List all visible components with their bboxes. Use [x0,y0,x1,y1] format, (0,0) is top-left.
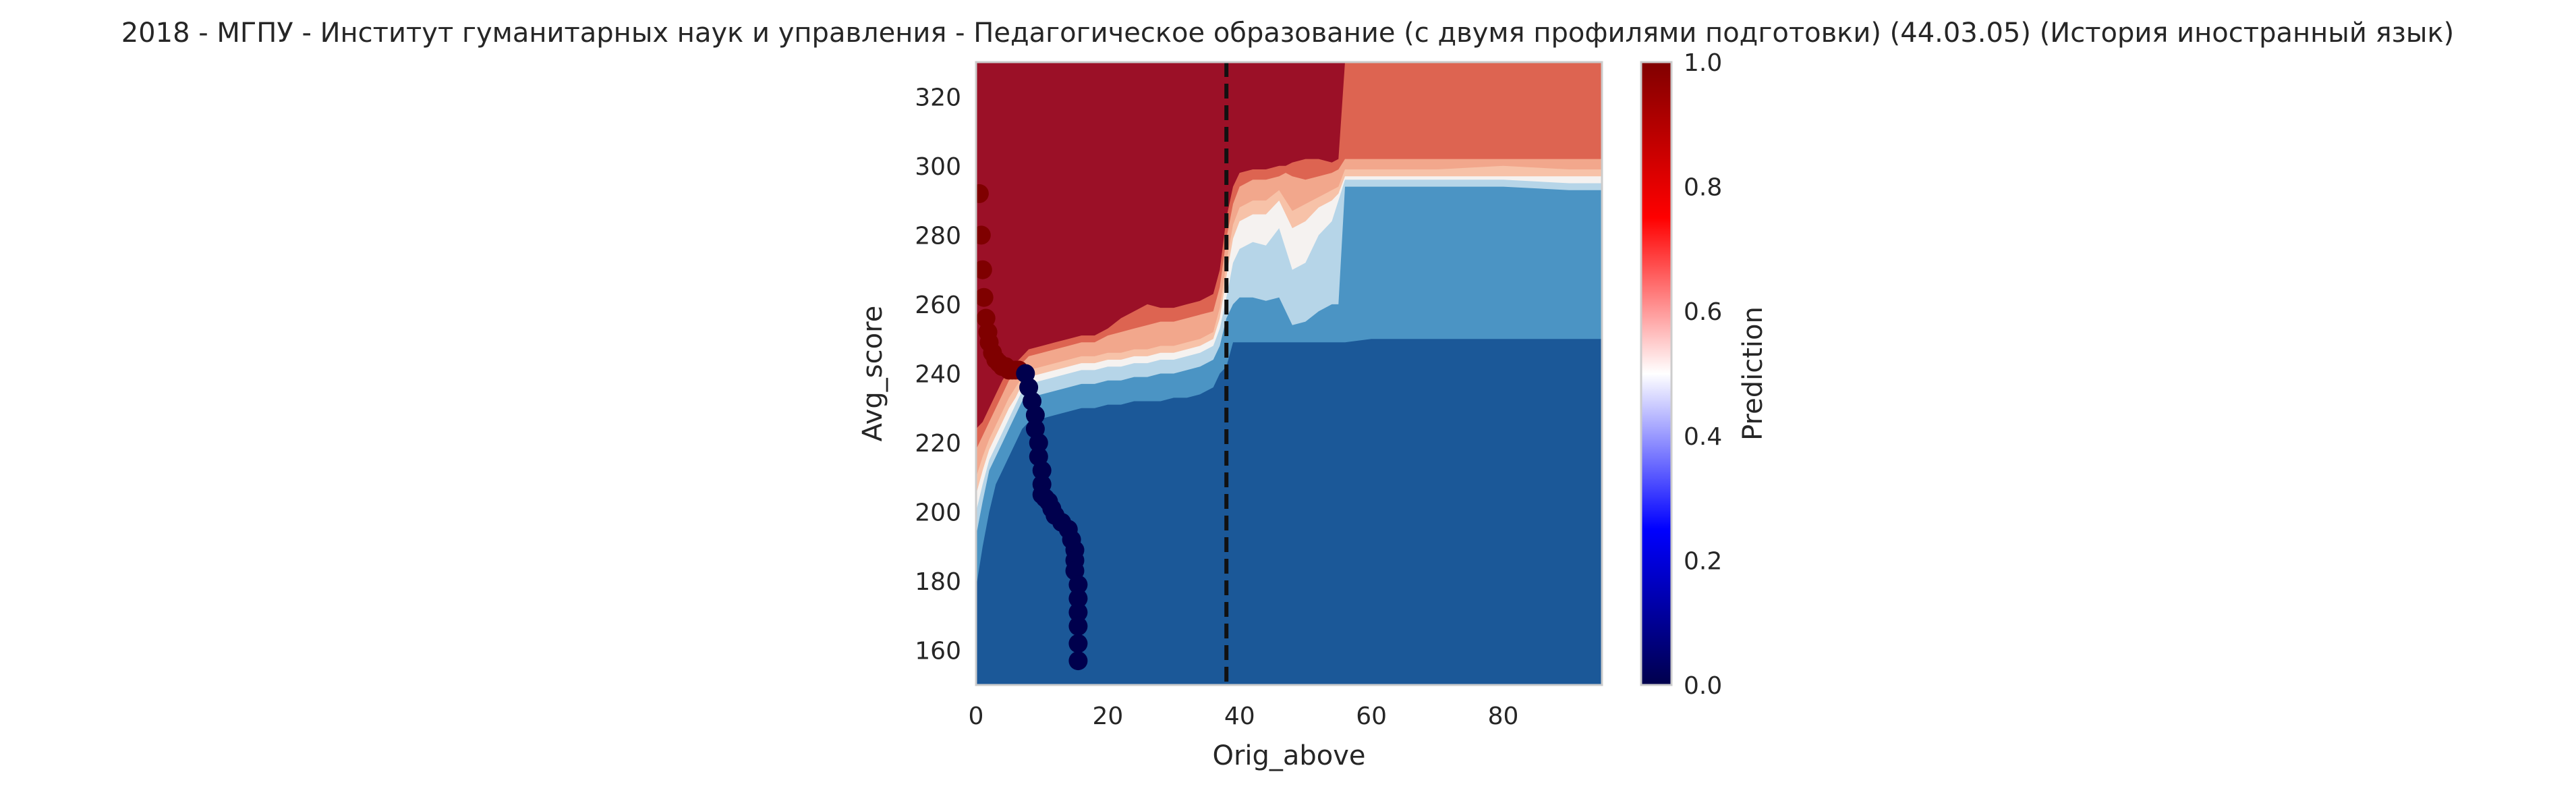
scatter-point [976,308,996,328]
plot-area [975,61,1603,686]
scatter-point [1032,461,1052,481]
y-tick-label: 240 [915,361,961,389]
y-tick-label: 320 [915,84,961,111]
colorbar-tick-label: 0.0 [1684,672,1722,700]
x-axis-label: Orig_above [1212,740,1365,771]
colorbar-tick-label: 1.0 [1684,49,1722,77]
scatter-point [1068,603,1088,622]
x-axis: 0 20 40 60 80 [969,703,1519,730]
chart-title: 2018 - МГПУ - Институт гуманитарных наук… [121,18,2455,49]
scatter-point [1068,575,1088,595]
colorbar-tick-label: 0.2 [1684,547,1722,575]
x-tick-label: 0 [969,703,984,730]
y-tick-label: 160 [915,638,961,665]
y-tick-label: 300 [915,153,961,181]
colorbar-tick-label: 0.4 [1684,423,1722,451]
contour-region [976,62,1602,685]
y-axis: 160 180 200 220 240 260 280 300 320 [915,84,961,665]
y-tick-label: 260 [915,292,961,319]
y-tick-label: 180 [915,568,961,596]
scatter-point [976,287,994,307]
y-axis-label: Avg_score [857,306,888,442]
x-tick-label: 80 [1488,703,1519,730]
scatter-point [1068,616,1088,636]
scatter-point [1068,651,1088,671]
colorbar-tick-label: 0.8 [1684,174,1722,202]
colorbar-tick-label: 0.6 [1684,298,1722,326]
colorbar-label: Prediction [1738,306,1769,441]
colorbar: 0.0 0.2 0.4 0.6 0.8 1.0 [1640,49,1722,700]
x-tick-label: 60 [1356,703,1387,730]
scatter-point [976,184,989,203]
scatter-point [976,225,991,245]
colorbar-gradient [1640,61,1673,686]
y-tick-label: 280 [915,222,961,250]
y-tick-label: 200 [915,499,961,527]
scatter-point [1029,433,1048,453]
x-tick-label: 40 [1224,703,1255,730]
scatter-point [976,260,992,279]
x-tick-label: 20 [1092,703,1123,730]
contour-band [976,62,1602,429]
plot-frame [975,61,1603,686]
y-tick-label: 220 [915,430,961,458]
scatter-point [1025,406,1045,424]
scatter-point [1068,634,1088,653]
scatter-point [1068,588,1088,608]
